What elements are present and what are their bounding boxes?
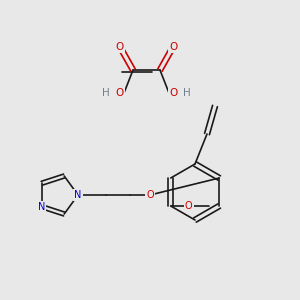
Text: O: O [116,88,124,98]
Text: O: O [146,190,154,200]
Text: O: O [169,88,177,98]
Text: O: O [169,42,177,52]
Text: O: O [185,201,193,211]
Text: H: H [183,88,191,98]
Text: N: N [74,190,82,200]
Text: H: H [102,88,110,98]
Text: N: N [38,202,46,212]
Text: O: O [116,42,124,52]
